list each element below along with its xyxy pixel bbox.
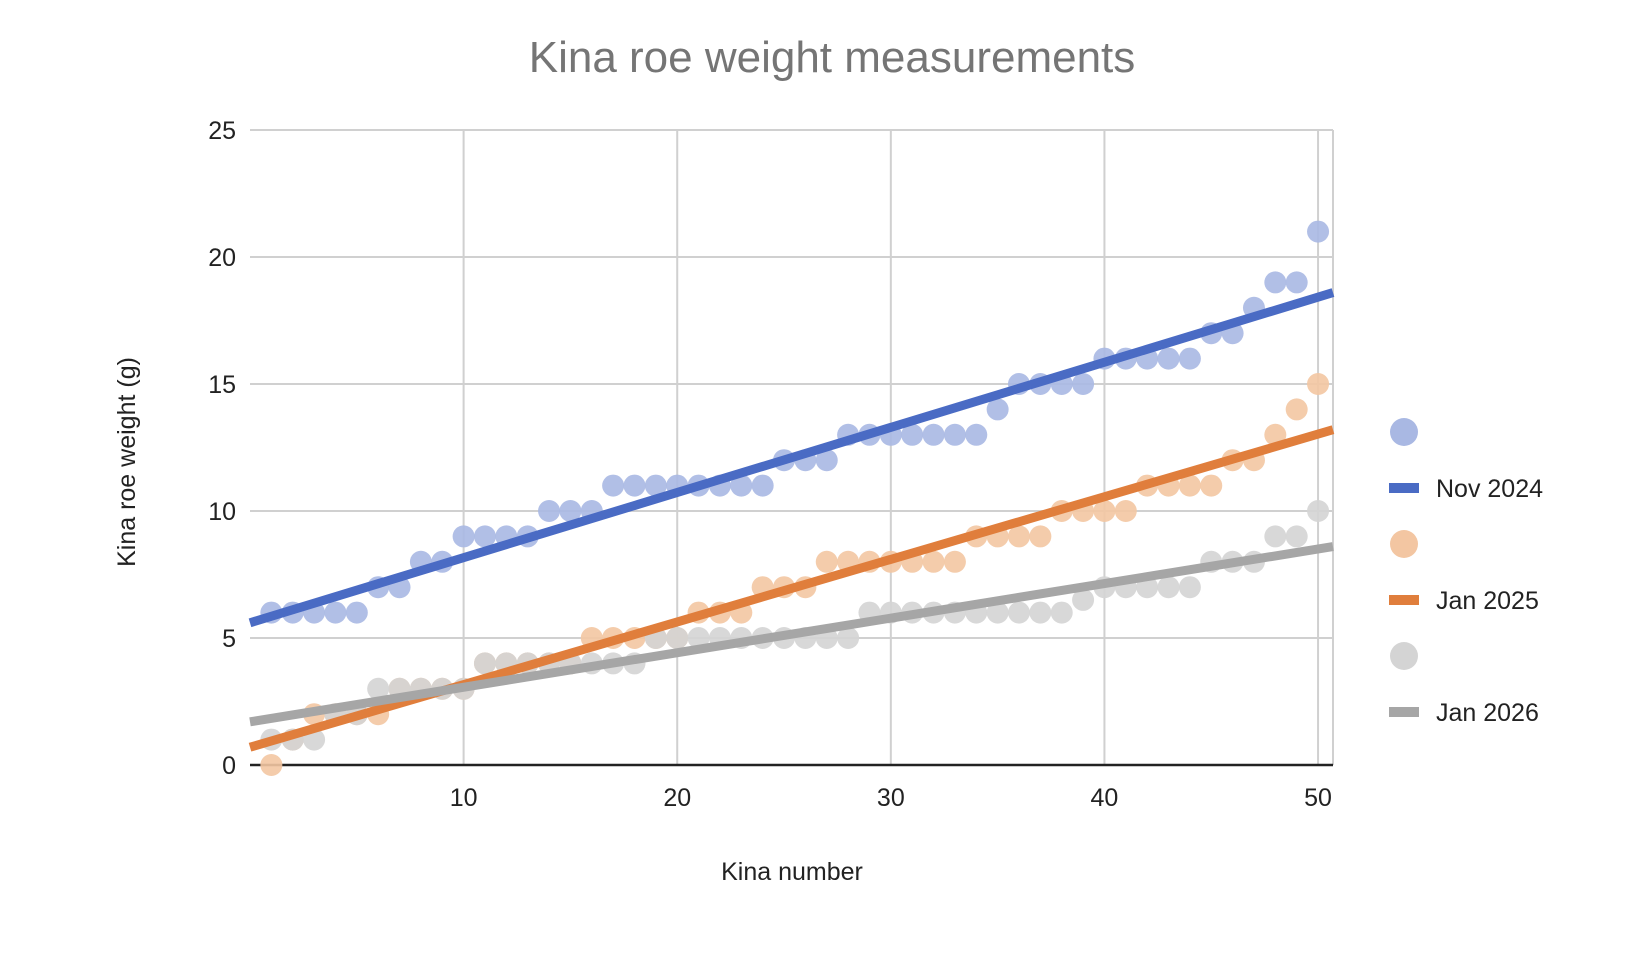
- y-tick-label: 20: [208, 244, 236, 272]
- data-point: [687, 627, 710, 649]
- data-point: [1029, 525, 1052, 548]
- x-tick-label: 40: [1091, 784, 1119, 812]
- data-point: [452, 525, 475, 548]
- data-point: [1285, 398, 1308, 421]
- y-axis-ticks: 0 5 10 15 20 25: [208, 117, 236, 780]
- data-point: [815, 449, 838, 472]
- data-point: [367, 677, 390, 700]
- y-tick-label: 10: [208, 498, 236, 526]
- data-point: [345, 601, 368, 624]
- legend-marker-point: [1390, 642, 1418, 670]
- data-point: [1157, 576, 1180, 599]
- data-point: [1178, 474, 1201, 497]
- data-point: [922, 423, 945, 446]
- data-point: [602, 474, 625, 497]
- legend-marker-point: [1390, 418, 1418, 446]
- data-point: [922, 550, 945, 573]
- data-point: [901, 423, 924, 446]
- data-point: [1007, 601, 1030, 624]
- data-point: [1285, 271, 1308, 294]
- legend: Nov 2024 Jan 2025 Jan 2026: [1389, 418, 1543, 727]
- data-point: [666, 627, 689, 649]
- data-point: [1307, 373, 1330, 395]
- data-point: [1050, 601, 1073, 624]
- data-point: [1264, 525, 1287, 548]
- data-point: [815, 550, 838, 573]
- x-tick-label: 50: [1304, 784, 1332, 812]
- data-point: [943, 550, 966, 573]
- data-point: [1307, 500, 1330, 522]
- data-point: [837, 627, 860, 649]
- data-point: [559, 500, 582, 522]
- x-axis-ticks: 10 20 30 40 50: [450, 784, 1332, 812]
- y-tick-label: 5: [222, 625, 236, 653]
- data-point: [1029, 601, 1052, 624]
- data-point: [1307, 220, 1330, 243]
- y-tick-label: 25: [208, 117, 236, 145]
- data-point: [260, 754, 283, 776]
- data-point: [324, 601, 347, 624]
- data-point: [644, 474, 667, 497]
- data-point: [473, 525, 496, 548]
- y-axis-title: Kina roe weight (g): [113, 357, 141, 567]
- x-tick-label: 30: [877, 784, 905, 812]
- trendline: [249, 542, 1334, 727]
- data-point: [538, 500, 561, 522]
- data-point: [943, 423, 966, 446]
- legend-label: Jan 2025: [1436, 587, 1539, 615]
- x-axis-title: Kina number: [721, 858, 863, 886]
- gridlines: [250, 129, 1334, 765]
- data-point: [1178, 576, 1201, 599]
- data-point: [1072, 588, 1095, 611]
- data-point: [1093, 500, 1116, 522]
- legend-label: Nov 2024: [1436, 475, 1543, 503]
- trendline: [248, 288, 1335, 628]
- legend-label: Jan 2026: [1436, 699, 1539, 727]
- data-point: [986, 601, 1009, 624]
- data-point: [1264, 271, 1287, 294]
- y-tick-label: 15: [208, 371, 236, 399]
- data-point: [1178, 347, 1201, 370]
- trendlines: [248, 288, 1335, 752]
- data-point: [1072, 373, 1095, 395]
- data-point: [1114, 500, 1137, 522]
- data-point: [965, 423, 988, 446]
- y-tick-label: 0: [222, 752, 236, 780]
- data-point: [1007, 525, 1030, 548]
- data-point: [730, 474, 753, 497]
- legend-marker-line: [1389, 483, 1419, 493]
- x-tick-label: 10: [450, 784, 478, 812]
- legend-marker-line: [1389, 595, 1419, 605]
- data-point: [473, 652, 496, 675]
- data-point: [1157, 347, 1180, 370]
- data-point: [1264, 423, 1287, 446]
- data-point: [986, 398, 1009, 421]
- data-point: [1285, 525, 1308, 548]
- data-point: [623, 474, 646, 497]
- chart-title: Kina roe weight measurements: [529, 33, 1136, 82]
- legend-marker-line: [1389, 707, 1419, 717]
- data-point: [1200, 474, 1223, 497]
- x-tick-label: 20: [663, 784, 691, 812]
- legend-marker-point: [1390, 530, 1418, 558]
- data-point: [751, 474, 774, 497]
